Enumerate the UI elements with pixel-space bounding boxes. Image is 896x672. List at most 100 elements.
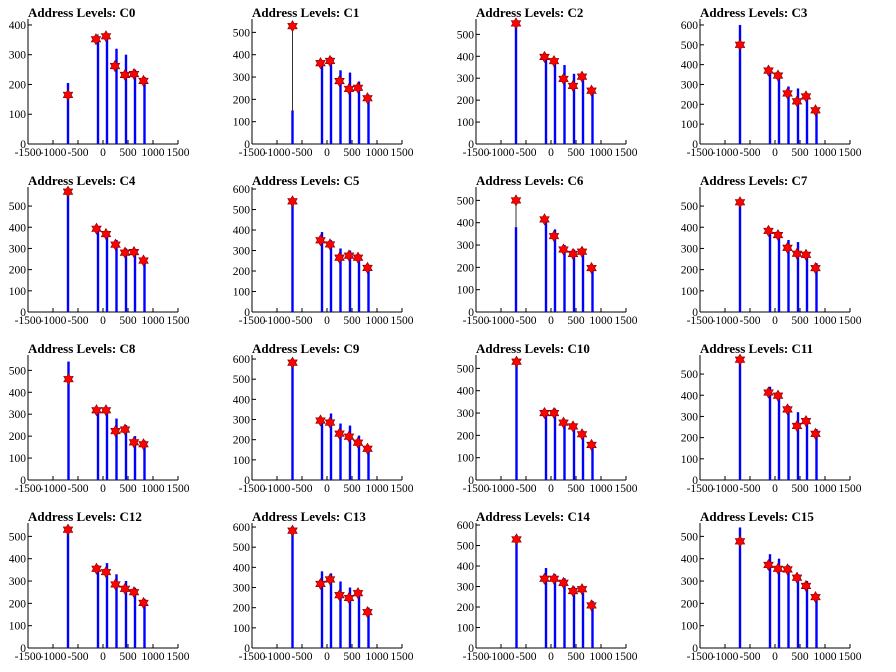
- peak-marker: [362, 92, 373, 105]
- bar: [66, 189, 70, 312]
- y-tick-label: 100: [233, 117, 251, 129]
- peak-marker: [62, 523, 74, 536]
- x-tick-label: 1000: [590, 147, 613, 159]
- x-tick-label: -1500: [15, 147, 42, 159]
- chart-title: Address Levels: C14: [476, 509, 590, 524]
- bar: [115, 574, 118, 648]
- peak-marker: [576, 428, 588, 441]
- bar: [738, 527, 742, 648]
- chart-title: Address Levels: C5: [252, 173, 360, 188]
- peak-marker: [128, 67, 140, 81]
- x-tick-label: 500: [119, 147, 137, 159]
- bar: [357, 435, 361, 480]
- peak-marker: [62, 185, 74, 198]
- y-tick-label: 300: [9, 243, 27, 255]
- bar: [777, 72, 781, 144]
- peak-marker: [138, 438, 149, 451]
- x-tick-label: -1500: [15, 483, 42, 495]
- x-tick-label: 0: [324, 315, 330, 327]
- bar: [115, 239, 118, 312]
- peak-marker: [100, 30, 112, 43]
- x-tick-label: 0: [324, 147, 330, 159]
- peak-marker: [734, 38, 746, 51]
- x-tick-label: 500: [567, 483, 585, 495]
- x-tick-label: -1500: [463, 315, 490, 327]
- peak-marker: [138, 74, 149, 87]
- peak-marker: [548, 55, 560, 68]
- y-tick-label: 200: [457, 95, 475, 107]
- y-tick-label: 600: [233, 184, 251, 196]
- bar: [348, 425, 352, 480]
- peak-marker: [315, 57, 326, 70]
- peak-marker: [334, 74, 345, 88]
- peak-marker: [91, 404, 102, 417]
- y-tick-label: 200: [457, 430, 475, 442]
- x-tick-label: 1000: [142, 315, 165, 327]
- x-tick-label: 500: [567, 315, 585, 327]
- bar: [133, 250, 137, 312]
- peak-marker: [287, 356, 298, 369]
- x-tick-label: 1500: [167, 651, 190, 663]
- peak-marker: [800, 415, 812, 428]
- bar: [124, 54, 128, 144]
- x-tick-label: -1000: [264, 651, 291, 663]
- chart-title: Address Levels: C1: [252, 5, 360, 20]
- y-tick-label: 300: [9, 50, 27, 62]
- chart-title: Address Levels: C7: [700, 173, 808, 188]
- bar: [563, 245, 566, 312]
- peak-marker: [567, 420, 579, 433]
- bar: [105, 563, 109, 648]
- bar: [796, 88, 800, 144]
- peak-marker: [558, 243, 569, 256]
- chart-title: Address Levels: C11: [700, 341, 814, 356]
- chart-svg: 0 100 200 300 400 500 600 -1500-1000 -500 0 500 100…: [457, 520, 638, 663]
- y-tick-label: 400: [457, 218, 475, 230]
- y-tick-label: 400: [457, 386, 475, 398]
- x-tick-label: -500: [67, 651, 88, 663]
- peak-marker: [119, 246, 131, 259]
- bar: [329, 573, 333, 648]
- x-tick-label: 1000: [142, 651, 165, 663]
- bar: [581, 592, 585, 648]
- x-tick-label: 500: [343, 651, 361, 663]
- x-tick-label: 1500: [839, 147, 862, 159]
- x-tick-label: -500: [739, 651, 760, 663]
- x-tick-label: 500: [791, 147, 809, 159]
- peak-marker: [511, 533, 522, 546]
- y-tick-label: 100: [457, 623, 475, 635]
- bar: [544, 220, 548, 312]
- y-tick-label: 0: [692, 307, 698, 319]
- peak-marker: [511, 355, 522, 368]
- x-tick-label: 0: [100, 651, 106, 663]
- bar: [514, 227, 518, 312]
- peak-marker: [138, 254, 149, 267]
- x-tick-label: -500: [291, 315, 312, 327]
- peak-marker: [352, 436, 364, 449]
- peak-marker: [324, 54, 336, 68]
- y-tick-label: 100: [9, 286, 27, 298]
- y-tick-label: 400: [457, 561, 475, 573]
- chart-title: Address Levels: C3: [700, 5, 808, 20]
- chart-panel-c4: Address Levels: C4 0 100 200 300 400 500 -1500-…: [0, 168, 224, 336]
- y-tick-label: 0: [468, 307, 474, 319]
- y-tick-label: 0: [244, 475, 250, 487]
- peak-marker: [782, 403, 793, 416]
- x-tick-label: 1500: [839, 483, 862, 495]
- y-tick-label: 0: [244, 139, 250, 151]
- x-tick-label: -500: [515, 315, 536, 327]
- peak-marker: [763, 224, 774, 237]
- bar: [591, 267, 594, 312]
- bar: [805, 252, 809, 312]
- bar: [777, 393, 781, 480]
- bar: [815, 594, 818, 648]
- chart-svg: 0 100 200 300 400 500 -1500-1000 -500 0 500 1000 15…: [681, 353, 862, 495]
- chart-panel-c8: Address Levels: C8 0 100 200 300 400 500 -1500-…: [0, 336, 224, 504]
- x-tick-label: 1000: [814, 147, 837, 159]
- bar: [553, 229, 557, 312]
- bar: [572, 73, 576, 144]
- x-tick-label: 0: [100, 483, 106, 495]
- x-tick-label: 0: [772, 147, 778, 159]
- bar: [339, 423, 342, 480]
- bar: [133, 69, 137, 144]
- y-tick-label: 500: [457, 541, 475, 553]
